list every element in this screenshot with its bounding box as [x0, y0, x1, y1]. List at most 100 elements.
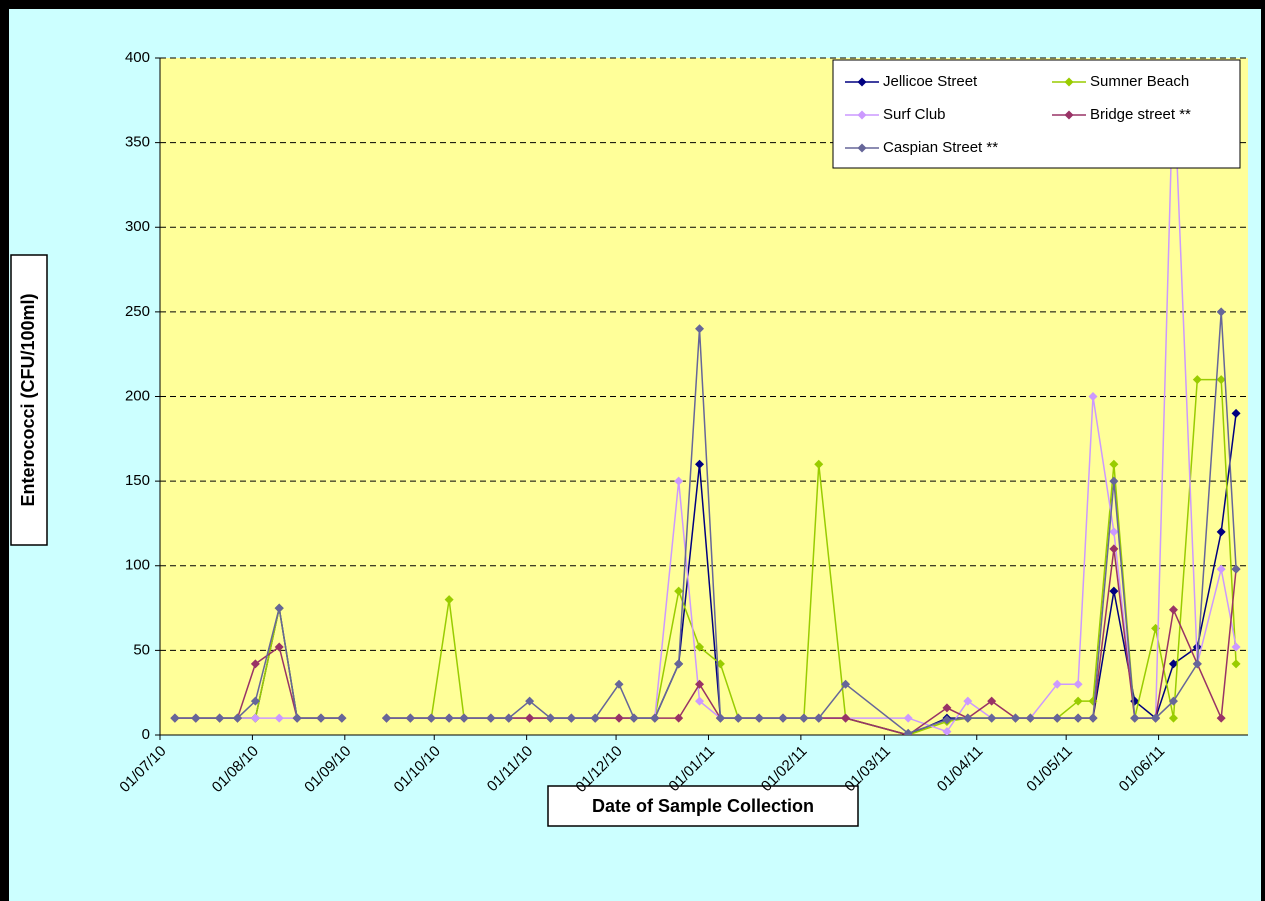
- legend-label: Caspian Street **: [883, 139, 998, 156]
- data-point: [1109, 544, 1119, 554]
- data-point: [1231, 408, 1241, 418]
- data-point: [903, 713, 913, 723]
- data-point: [695, 642, 705, 652]
- data-point: [799, 713, 809, 723]
- data-point: [695, 679, 705, 689]
- data-point: [1109, 527, 1119, 537]
- data-point: [459, 713, 469, 723]
- data-point: [292, 713, 302, 723]
- data-point: [382, 713, 392, 723]
- data-point: [1052, 713, 1062, 723]
- legend-marker: [1064, 110, 1074, 120]
- data-point: [405, 713, 415, 723]
- data-point: [1168, 696, 1178, 706]
- data-point: [963, 713, 973, 723]
- legend-marker: [857, 77, 867, 87]
- data-point: [444, 595, 454, 605]
- data-point: [1192, 375, 1202, 385]
- y-tick-label: 400: [125, 49, 150, 66]
- data-point: [250, 713, 260, 723]
- data-point: [695, 459, 705, 469]
- data-point: [274, 713, 284, 723]
- data-point: [987, 713, 997, 723]
- data-point: [841, 713, 851, 723]
- data-point: [987, 696, 997, 706]
- legend-label: Bridge street **: [1090, 106, 1191, 123]
- data-point: [274, 642, 284, 652]
- data-point: [1168, 713, 1178, 723]
- y-tick-label: 100: [125, 557, 150, 574]
- y-tick-label: 300: [125, 218, 150, 235]
- data-point: [545, 713, 555, 723]
- legend-label: Surf Club: [883, 106, 946, 123]
- data-point: [233, 713, 243, 723]
- y-tick-label: 350: [125, 134, 150, 151]
- data-point: [444, 713, 454, 723]
- data-point: [1109, 476, 1119, 486]
- data-point: [1216, 307, 1226, 317]
- data-point: [1168, 659, 1178, 669]
- data-point: [316, 713, 326, 723]
- data-point: [566, 713, 576, 723]
- data-point: [778, 713, 788, 723]
- y-tick-label: 150: [125, 472, 150, 489]
- legend: Jellicoe Street Sumner Beach Surf Club Brid…: [832, 59, 1241, 169]
- data-point: [674, 476, 684, 486]
- data-point: [250, 696, 260, 706]
- y-tick-label: 0: [142, 726, 150, 743]
- legend-label: Jellicoe Street: [883, 73, 978, 90]
- data-point: [486, 713, 496, 723]
- data-point: [1073, 679, 1083, 689]
- data-point: [1010, 713, 1020, 723]
- y-axis-title: Enterococci (CFU/100ml): [18, 293, 38, 506]
- data-point: [504, 713, 514, 723]
- data-point: [674, 586, 684, 596]
- data-point: [942, 727, 952, 735]
- data-point: [674, 713, 684, 723]
- data-point: [590, 713, 600, 723]
- data-point: [1168, 605, 1178, 615]
- data-point: [841, 679, 851, 689]
- data-point: [1216, 375, 1226, 385]
- data-point: [695, 696, 705, 706]
- data-point: [629, 713, 639, 723]
- x-axis-title: Date of Sample Collection: [592, 796, 814, 816]
- x-axis-title-frame: [547, 785, 859, 827]
- data-point: [963, 696, 973, 706]
- data-point: [814, 459, 824, 469]
- legend-marker: [857, 143, 867, 153]
- data-point: [903, 728, 913, 735]
- y-tick-label: 50: [133, 641, 150, 658]
- data-point: [814, 713, 824, 723]
- data-point: [754, 713, 764, 723]
- legend-label: Sumner Beach: [1090, 73, 1189, 90]
- data-point: [715, 713, 725, 723]
- data-point: [942, 703, 952, 713]
- data-point: [1151, 713, 1161, 723]
- data-point: [1025, 713, 1035, 723]
- data-point: [650, 713, 660, 723]
- data-point: [1216, 713, 1226, 723]
- data-point: [1073, 696, 1083, 706]
- data-point: [525, 713, 535, 723]
- y-tick-label: 200: [125, 387, 150, 404]
- data-point: [1231, 642, 1241, 652]
- data-point: [215, 713, 225, 723]
- y-axis-title-frame: [10, 254, 48, 546]
- data-point: [1231, 564, 1241, 574]
- data-point: [191, 713, 201, 723]
- y-axis-title-box: Enterococci (CFU/100ml): [10, 254, 48, 546]
- data-point: [250, 659, 260, 669]
- legend-marker: [1064, 77, 1074, 87]
- data-point: [170, 713, 180, 723]
- data-point: [1192, 659, 1202, 669]
- data-point: [1052, 679, 1062, 689]
- data-point: [614, 713, 624, 723]
- data-point: [674, 659, 684, 669]
- series-group: [170, 70, 1241, 735]
- data-point: [1073, 713, 1083, 723]
- data-point: [1088, 713, 1098, 723]
- data-point: [614, 679, 624, 689]
- data-point: [1088, 392, 1098, 401]
